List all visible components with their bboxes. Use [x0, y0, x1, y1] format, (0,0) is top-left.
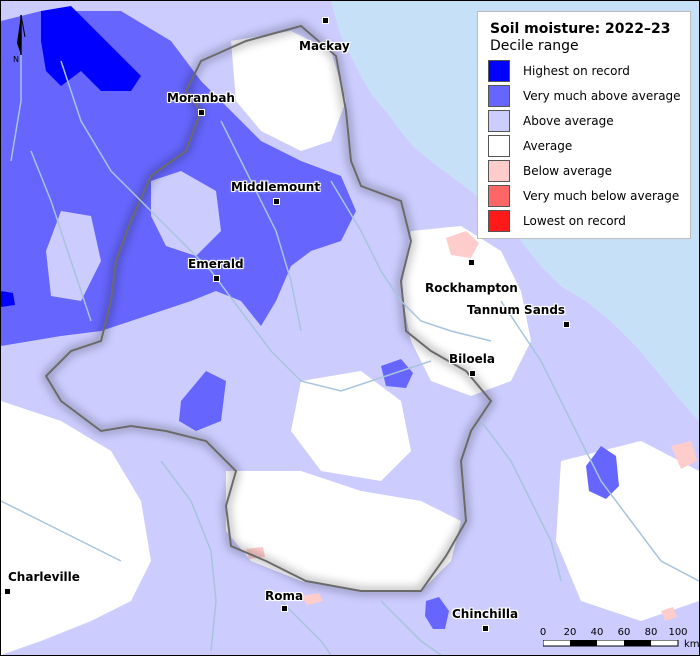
legend-swatch	[488, 85, 510, 107]
highest-on-record-patch	[1, 291, 15, 307]
north-arrow: N	[9, 13, 29, 73]
scale-tick-label: 20	[563, 627, 577, 638]
legend-swatch	[488, 185, 510, 207]
town-marker-chinchilla[interactable]	[482, 625, 489, 632]
legend-item: Very much below average	[488, 185, 688, 210]
scale-bar-graphic	[543, 640, 679, 647]
river-network	[1, 41, 699, 655]
town-label-charleville: Charleville	[8, 570, 80, 584]
town-marker-roma[interactable]	[281, 605, 288, 612]
town-marker-emerald[interactable]	[213, 275, 220, 282]
town-marker-rockhampton[interactable]	[468, 259, 475, 266]
legend-subtitle: Decile range	[490, 38, 579, 54]
town-label-roma: Roma	[265, 589, 304, 603]
average-region-north	[231, 31, 346, 151]
legend-item: Average	[488, 135, 688, 160]
scale-tick-label: 60	[617, 627, 631, 638]
legend-item-label: Lowest on record	[523, 214, 626, 228]
average-region-west	[1, 401, 151, 655]
scale-tick-label: 0	[539, 627, 547, 638]
average-region-south	[226, 471, 461, 591]
very-much-above-average-patch-1	[179, 371, 226, 431]
north-arrow-icon	[17, 14, 26, 55]
town-label-moranbah: Moranbah	[167, 91, 235, 105]
town-marker-moranbah[interactable]	[198, 109, 205, 116]
town-marker-charleville[interactable]	[4, 588, 11, 595]
very-much-above-average-patch-3	[586, 446, 619, 499]
above-average-patch-2	[46, 211, 101, 301]
legend-item: Highest on record	[488, 60, 688, 85]
scale-unit: km	[684, 639, 700, 650]
below-average-patch-5	[246, 547, 265, 559]
legend-swatch	[488, 110, 510, 132]
legend-swatch	[488, 135, 510, 157]
map-legend: Soil moisture: 2022–23 Decile range High…	[477, 11, 691, 239]
north-arrow-label: N	[13, 55, 19, 64]
scale-tick-label: 100	[668, 627, 688, 638]
average-region-mid	[291, 371, 411, 481]
legend-item-label: Very much below average	[523, 189, 680, 203]
legend-title: Soil moisture: 2022–23	[490, 21, 671, 37]
town-label-mackay: Mackay	[299, 39, 350, 53]
legend-swatch	[488, 210, 510, 232]
below-average-patch-2	[301, 593, 323, 605]
town-label-chinchilla: Chinchilla	[452, 607, 519, 621]
very-much-above-average-patch-2	[381, 359, 413, 388]
town-label-emerald: Emerald	[188, 257, 244, 271]
town-label-rockhampton: Rockhampton	[425, 281, 518, 295]
legend-swatch	[488, 160, 510, 182]
scale-bar: 0 20 40 60 80 100 km	[539, 627, 699, 653]
legend-item: Below average	[488, 160, 688, 185]
legend-item-label: Highest on record	[523, 64, 630, 78]
town-marker-tannum-sands[interactable]	[563, 321, 570, 328]
scale-tick-label: 40	[590, 627, 604, 638]
town-label-tannum-sands: Tannum Sands	[467, 303, 566, 317]
below-average-patch-1	[446, 231, 479, 258]
legend-item: Above average	[488, 110, 688, 135]
town-marker-biloela[interactable]	[469, 370, 476, 377]
town-label-biloela: Biloela	[449, 352, 495, 366]
below-average-patch-3	[671, 441, 697, 469]
legend-item-label: Above average	[523, 114, 614, 128]
town-label-middlemount: Middlemount	[231, 180, 321, 194]
above-average-patch-1	[151, 171, 221, 256]
below-average-patch-4	[661, 607, 677, 621]
legend-swatch	[488, 60, 510, 82]
town-marker-middlemount[interactable]	[273, 198, 280, 205]
legend-item-label: Very much above average	[523, 89, 681, 103]
legend-item: Very much above average	[488, 85, 688, 110]
very-much-above-average-patch-4	[425, 597, 449, 629]
legend-item-label: Below average	[523, 164, 613, 178]
scale-tick-label: 80	[644, 627, 658, 638]
town-marker-mackay[interactable]	[322, 17, 329, 24]
catchment-boundary	[44, 24, 493, 592]
legend-item: Lowest on record	[488, 210, 688, 235]
legend-item-label: Average	[523, 139, 573, 153]
highest-on-record-region	[41, 6, 141, 91]
